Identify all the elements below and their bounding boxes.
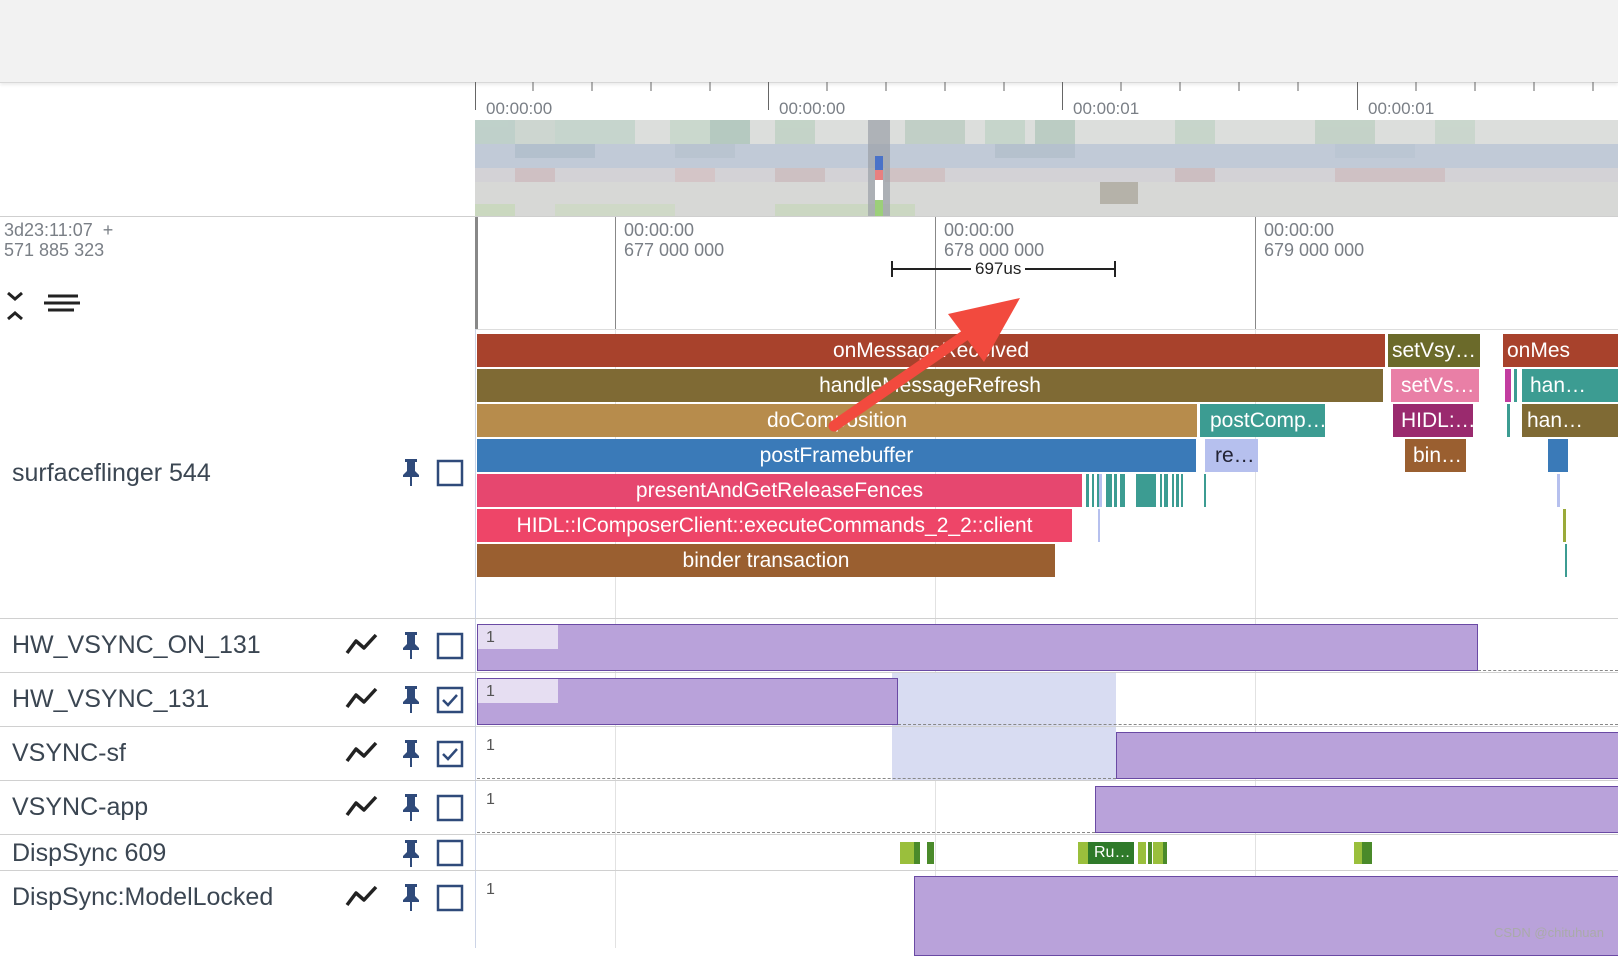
- checkbox[interactable]: [436, 839, 466, 869]
- counter-value-bar[interactable]: [1095, 786, 1618, 833]
- pin-icon[interactable]: [397, 457, 427, 487]
- pin-icon[interactable]: [397, 838, 427, 868]
- collapse-expand-icon[interactable]: [3, 290, 33, 321]
- pin-icon[interactable]: [397, 792, 427, 822]
- top-toolbar: [0, 0, 1618, 83]
- counter-track: DispSync:ModelLocked 1: [0, 871, 1618, 956]
- time-axis[interactable]: 00:00:00 677 000 000 00:00:00 678 000 00…: [475, 217, 1618, 329]
- slice-fragment[interactable]: [1514, 369, 1517, 402]
- thread-state[interactable]: [1362, 842, 1372, 864]
- thread-state[interactable]: [1354, 842, 1362, 864]
- counter-value: 1: [486, 683, 495, 700]
- checkbox[interactable]: [436, 459, 466, 489]
- slice-fragment[interactable]: [1563, 509, 1566, 542]
- slice[interactable]: HIDL:…: [1393, 404, 1473, 437]
- axis-tick-time: 00:00:00: [624, 220, 695, 240]
- axis-tick-time: 00:00:00: [1264, 220, 1335, 240]
- small-slices[interactable]: [1084, 474, 1214, 544]
- slice[interactable]: presentAndGetReleaseFences: [477, 474, 1082, 507]
- slice[interactable]: setVsy…: [1388, 334, 1480, 367]
- counter-value-bar[interactable]: [914, 876, 1618, 956]
- overview-ruler[interactable]: 00:00:00 00:00:00 00:00:01 00:00:01: [475, 82, 1618, 216]
- pin-icon[interactable]: [397, 630, 427, 660]
- overview-tick: 00:00:01: [1073, 99, 1140, 118]
- axis-tick-ns: 678 000 000: [944, 240, 1045, 260]
- counter-value: 1: [486, 629, 495, 646]
- time-offset-ns: 571 885 323: [4, 240, 105, 260]
- thread-state[interactable]: [1138, 842, 1146, 864]
- thread-track: DispSync 609 Ru…: [0, 835, 1618, 870]
- watermark: CSDN @chituhuan: [1493, 925, 1604, 940]
- thread-state[interactable]: [914, 842, 920, 864]
- thread-state-running[interactable]: Ru…: [1088, 842, 1134, 864]
- counter-chart-icon[interactable]: [345, 685, 379, 715]
- process-track: surfaceflinger 544: [0, 329, 1618, 618]
- counter-value-bar[interactable]: [477, 624, 1478, 671]
- slice-fragment[interactable]: [1507, 404, 1510, 437]
- thread-state[interactable]: [1153, 842, 1163, 864]
- slice[interactable]: setVs…: [1391, 369, 1479, 402]
- counter-value: 1: [486, 791, 495, 808]
- duration-measure: 697us: [891, 259, 1116, 279]
- slice[interactable]: re…: [1205, 439, 1258, 472]
- counter-value-bar[interactable]: [1116, 732, 1618, 779]
- counter-chart-icon[interactable]: [345, 631, 379, 661]
- slice-fragment[interactable]: [1548, 439, 1568, 472]
- track-title: HW_VSYNC_ON_131: [12, 631, 261, 659]
- overview-tick: 00:00:00: [779, 99, 846, 118]
- axis-tick-ns: 679 000 000: [1264, 240, 1365, 260]
- track-title: HW_VSYNC_131: [12, 685, 210, 713]
- thread-state[interactable]: [1163, 842, 1167, 864]
- pin-icon[interactable]: [397, 738, 427, 768]
- thread-state[interactable]: [927, 842, 934, 864]
- counter-track: VSYNC-sf 1: [0, 727, 1618, 780]
- sort-lines-icon[interactable]: [44, 292, 80, 322]
- slice-fragment[interactable]: [1505, 369, 1511, 402]
- counter-track: VSYNC-app 1: [0, 781, 1618, 834]
- overview-tick: 00:00:00: [486, 99, 553, 118]
- track-title: DispSync:ModelLocked: [12, 883, 274, 911]
- duration-label: 697us: [971, 259, 1026, 279]
- counter-chart-icon[interactable]: [345, 883, 379, 913]
- overview-tick: 00:00:01: [1368, 99, 1435, 118]
- axis-tick-time: 00:00:00: [944, 220, 1015, 240]
- counter-track: HW_VSYNC_131 1: [0, 673, 1618, 726]
- checkbox-checked[interactable]: [436, 740, 466, 770]
- slice[interactable]: HIDL::IComposerClient::executeCommands_2…: [477, 509, 1072, 542]
- slice[interactable]: binder transaction: [477, 544, 1055, 577]
- pin-icon[interactable]: [397, 882, 427, 912]
- slice-fragment[interactable]: [1565, 544, 1567, 577]
- checkbox[interactable]: [436, 884, 466, 914]
- track-title: DispSync 609: [12, 839, 167, 867]
- slice-fragment[interactable]: [1557, 474, 1560, 507]
- thread-state[interactable]: [1148, 842, 1152, 864]
- slice[interactable]: bin…: [1405, 439, 1466, 472]
- slice[interactable]: postFramebuffer: [477, 439, 1196, 472]
- checkbox[interactable]: [436, 632, 466, 662]
- overview-heatmap: [475, 82, 1618, 216]
- slice[interactable]: han…: [1522, 404, 1618, 437]
- track-title: surfaceflinger 544: [12, 459, 211, 487]
- thread-state[interactable]: [900, 842, 914, 864]
- axis-tick-ns: 677 000 000: [624, 240, 725, 260]
- checkbox[interactable]: [436, 794, 466, 824]
- slice[interactable]: han…: [1522, 369, 1618, 402]
- time-offset: 3d23:11:07 +: [4, 220, 114, 240]
- slice[interactable]: onMes: [1503, 334, 1618, 367]
- counter-value: 1: [486, 737, 495, 754]
- slice[interactable]: postComp…: [1200, 404, 1325, 437]
- counter-chart-icon[interactable]: [345, 793, 379, 823]
- pin-icon[interactable]: [397, 684, 427, 714]
- counter-value: 1: [486, 881, 495, 898]
- annotation-arrow: [828, 298, 1020, 432]
- counter-track: HW_VSYNC_ON_131 1: [0, 619, 1618, 672]
- track-title: VSYNC-app: [12, 793, 149, 821]
- counter-chart-icon[interactable]: [345, 739, 379, 769]
- thread-state[interactable]: [1078, 842, 1088, 864]
- checkbox-checked[interactable]: [436, 686, 466, 716]
- track-title: VSYNC-sf: [12, 739, 126, 767]
